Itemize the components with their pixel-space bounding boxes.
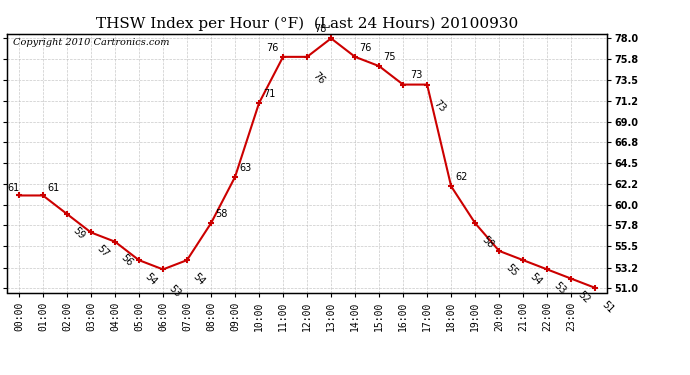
Text: 61: 61 [47,183,59,193]
Text: Copyright 2010 Cartronics.com: Copyright 2010 Cartronics.com [13,38,170,46]
Text: 58: 58 [480,234,495,250]
Text: 78: 78 [315,24,327,34]
Text: 63: 63 [239,163,251,173]
Text: 54: 54 [191,271,207,287]
Text: 53: 53 [551,280,567,296]
Text: 54: 54 [143,271,159,287]
Text: 56: 56 [119,253,135,268]
Text: 61: 61 [8,183,20,193]
Text: 58: 58 [215,209,228,219]
Text: 52: 52 [575,290,591,306]
Text: 53: 53 [167,283,183,299]
Text: 59: 59 [71,225,87,241]
Text: 51: 51 [600,299,615,315]
Text: 75: 75 [383,52,396,62]
Text: 55: 55 [503,262,519,278]
Text: 73: 73 [431,99,447,114]
Text: 76: 76 [266,43,279,52]
Text: 76: 76 [311,71,327,87]
Text: 73: 73 [410,70,422,80]
Text: 62: 62 [455,172,468,182]
Title: THSW Index per Hour (°F)  (Last 24 Hours) 20100930: THSW Index per Hour (°F) (Last 24 Hours)… [96,17,518,31]
Text: 57: 57 [95,243,111,260]
Text: 71: 71 [263,89,275,99]
Text: 76: 76 [359,43,372,52]
Text: 54: 54 [527,271,543,287]
